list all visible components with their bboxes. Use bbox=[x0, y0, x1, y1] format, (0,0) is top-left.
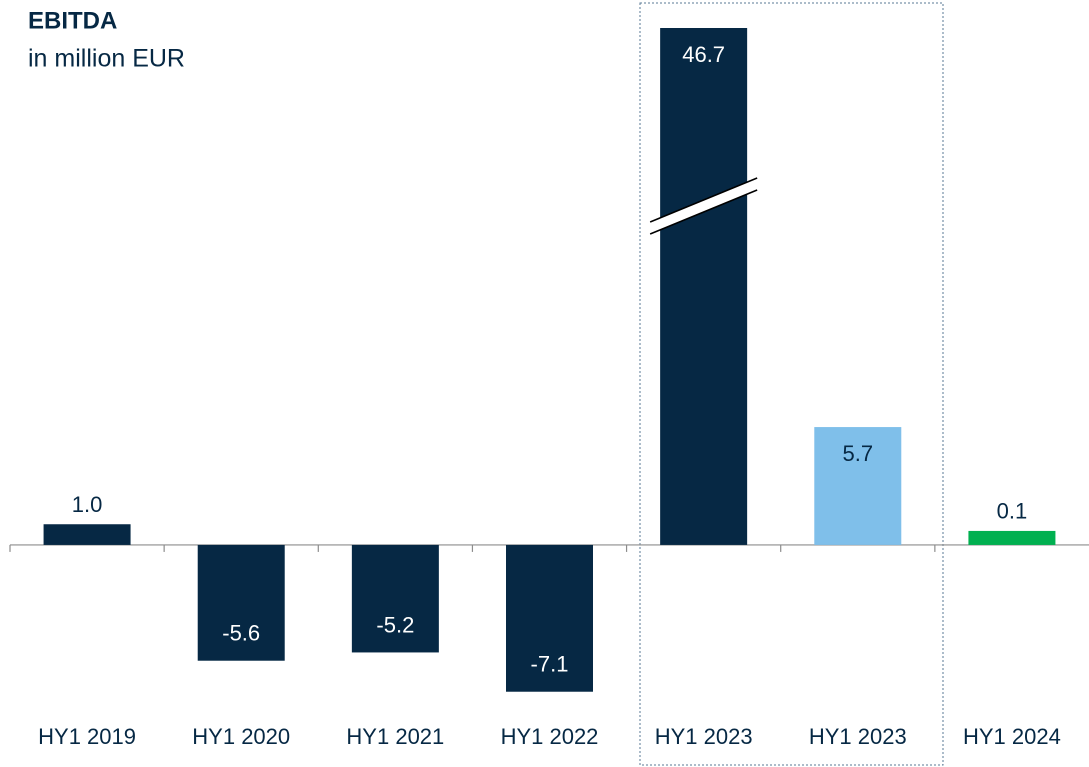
bar bbox=[968, 530, 1056, 545]
chart-title: EBITDA bbox=[28, 7, 117, 34]
x-tick-label: HY1 2023 bbox=[655, 724, 753, 749]
x-tick-label: HY1 2022 bbox=[501, 724, 599, 749]
data-label: -5.2 bbox=[376, 612, 414, 637]
x-tick-label: HY1 2024 bbox=[963, 724, 1061, 749]
x-tick-label: HY1 2021 bbox=[346, 724, 444, 749]
highlight-box bbox=[639, 2, 944, 766]
bar bbox=[197, 544, 285, 661]
x-tick-label: HY1 2023 bbox=[809, 724, 907, 749]
bar bbox=[351, 544, 439, 653]
axis-break bbox=[650, 178, 758, 234]
data-label: -5.6 bbox=[222, 621, 260, 646]
data-label: 46.7 bbox=[682, 42, 725, 67]
axis-break-line bbox=[649, 177, 758, 223]
data-label: -7.1 bbox=[531, 652, 569, 677]
data-label: 0.1 bbox=[997, 499, 1028, 524]
bar bbox=[814, 427, 902, 545]
data-label: 1.0 bbox=[72, 492, 103, 517]
data-label: 5.7 bbox=[842, 441, 873, 466]
bar bbox=[660, 28, 748, 545]
x-tick-label: HY1 2020 bbox=[192, 724, 290, 749]
x-tick-label: HY1 2019 bbox=[38, 724, 136, 749]
bar bbox=[43, 524, 131, 545]
bar bbox=[506, 544, 593, 692]
axis-break-line bbox=[649, 189, 758, 235]
chart-subtitle: in million EUR bbox=[28, 45, 185, 73]
